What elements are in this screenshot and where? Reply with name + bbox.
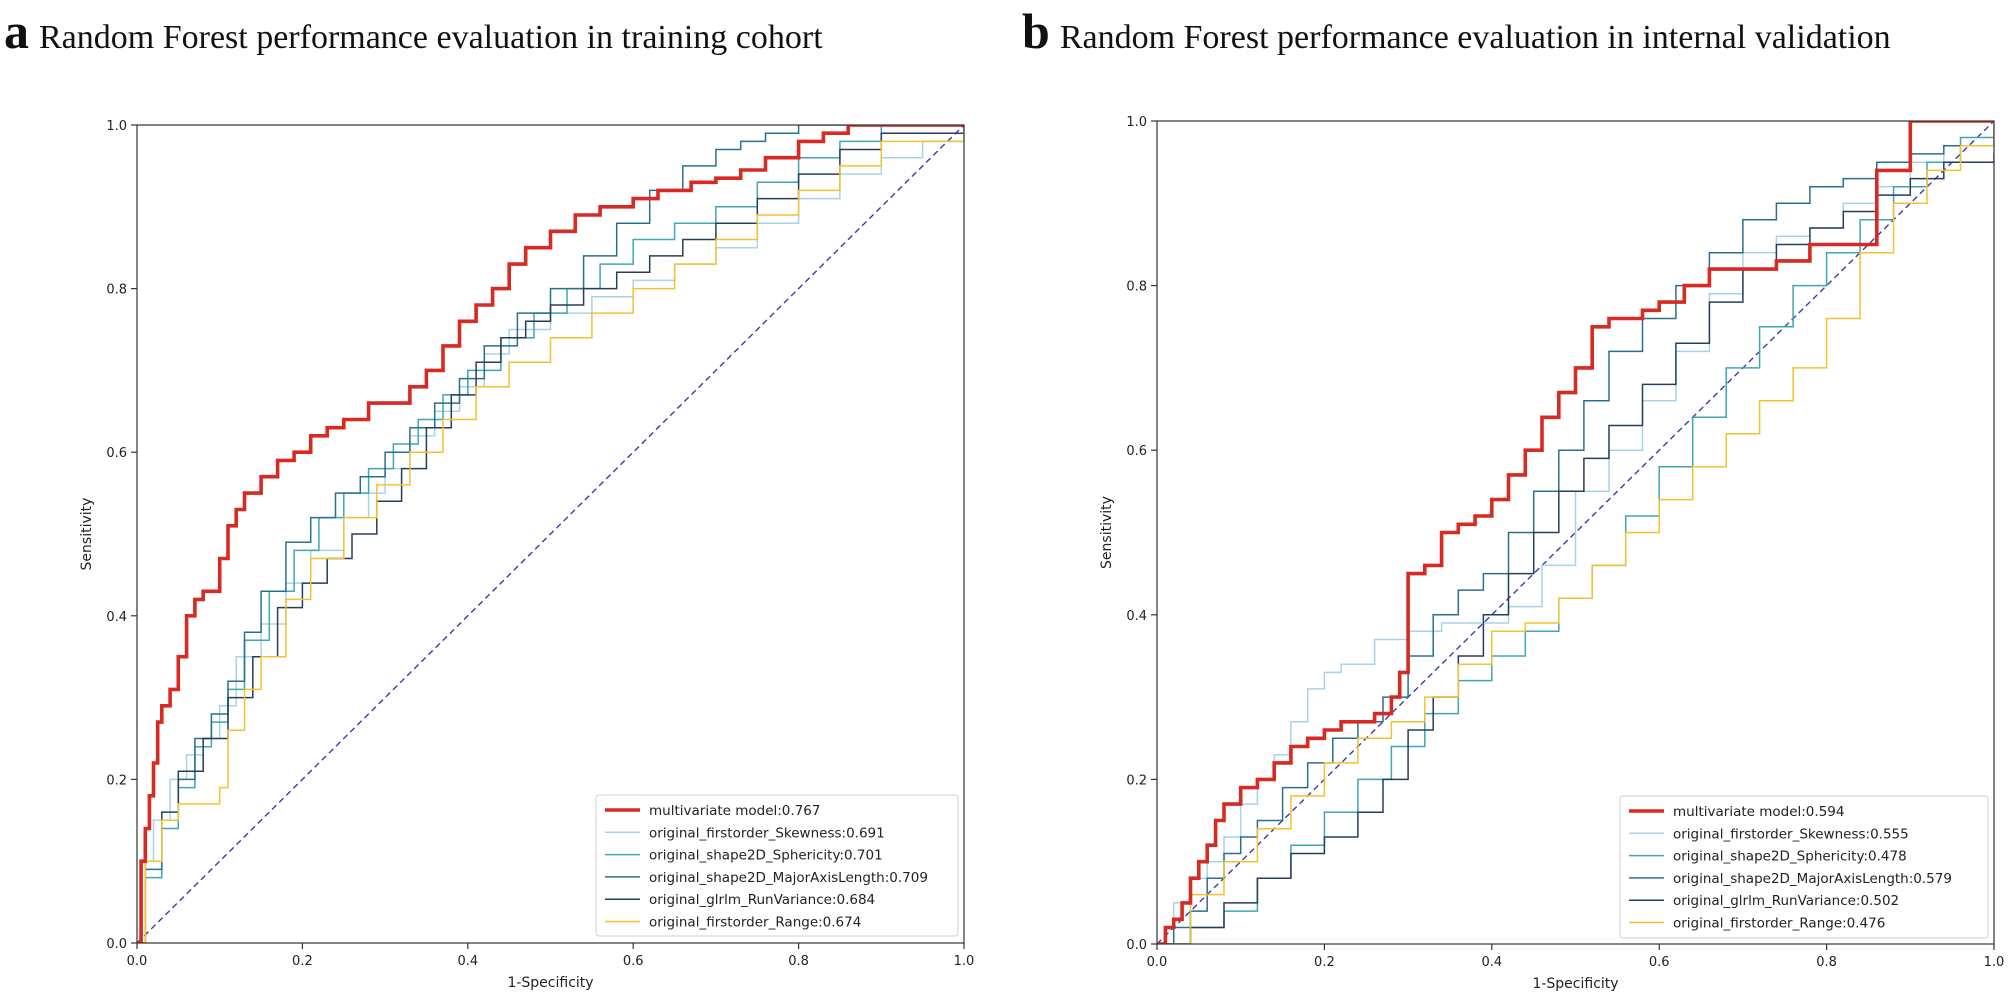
chart0-series-4 <box>137 125 964 943</box>
chart1-legend-label-3: original_shape2D_MajorAxisLength:0.579 <box>1673 871 1952 887</box>
chart0-y-tick-label-0: 0.0 <box>106 937 127 952</box>
chart0-legend-label-4: original_glrlm_RunVariance:0.684 <box>649 892 875 908</box>
panel-a-training-cohort: a Random Forest performance evaluation in… <box>0 0 1000 1000</box>
panel-b-title: Random Forest performance evaluation in … <box>1059 19 1891 56</box>
chart0-legend-label-1: original_firstorder_Skewness:0.691 <box>649 825 885 841</box>
chart1-series-4 <box>1157 153 1994 944</box>
chart1-x-tick-label-3: 0.6 <box>1649 955 1670 970</box>
chart1-y-tick-label-1: 0.2 <box>1126 773 1147 788</box>
chart1-y-tick-label-0: 0.0 <box>1126 938 1147 953</box>
chart1-x-tick-label-4: 0.8 <box>1816 955 1837 970</box>
chart0-y-tick-label-4: 0.8 <box>106 283 127 298</box>
chart0-chance-diagonal <box>137 125 964 943</box>
chart1-y-tick-label-2: 0.4 <box>1126 609 1147 624</box>
chart0-y-tick-label-1: 0.2 <box>106 773 127 788</box>
panel-b-internal-validation: b Random Forest performance evaluation in… <box>1010 0 2010 1000</box>
chart0-axes-frame <box>136 124 965 944</box>
panel-b-letter: b <box>1022 3 1050 59</box>
chart0-legend <box>595 794 959 937</box>
chart1-series-0 <box>1157 121 1994 944</box>
chart0-x-tick-label-5: 1.0 <box>954 954 975 969</box>
chart1-y-axis-label: Sensitivity <box>1099 496 1115 569</box>
chart0-x-tick-label-4: 0.8 <box>788 954 809 969</box>
chart1-axes-frame <box>1156 120 1995 945</box>
panel-a-title: Random Forest performance evaluation in … <box>39 19 823 56</box>
chart0-series-3 <box>137 125 964 943</box>
chart1-x-tick-label-0: 0.0 <box>1147 955 1168 970</box>
chart1-y-tick-label-5: 1.0 <box>1126 115 1147 130</box>
chart1-legend-label-5: original_firstorder_Range:0.476 <box>1673 916 1885 932</box>
chart1-x-axis-label: 1-Specificity <box>1532 976 1618 992</box>
chart0-legend-label-5: original_firstorder_Range:0.674 <box>649 915 861 931</box>
chart0-x-tick-label-2: 0.4 <box>457 954 478 969</box>
roc-chart-validation: 0.0 0.2 0.4 0.6 0.8 1.0 0.0 0.2 0.4 0.6 0.8 1.0 1-Sp… <box>1099 115 2005 992</box>
chart1-legend-label-1: original_firstorder_Skewness:0.555 <box>1673 826 1909 842</box>
chart0-x-tick-label-0: 0.0 <box>127 954 148 969</box>
chart0-x-axis-label: 1-Specificity <box>507 975 593 991</box>
chart1-series-5 <box>1157 121 1994 944</box>
chart1-x-tick-label-1: 0.2 <box>1314 955 1335 970</box>
chart0-y-tick-label-3: 0.6 <box>106 446 127 461</box>
panel-a-heading: a Random Forest performance evaluation in… <box>4 2 823 60</box>
chart1-legend-label-0: multivariate model:0.594 <box>1673 804 1844 820</box>
roc-chart-training: 0.0 0.2 0.4 0.6 0.8 1.0 0.0 0.2 0.4 0.6 0.8 1.0 1-Sp… <box>79 119 975 991</box>
chart0-series-2 <box>137 125 964 943</box>
chart0-x-tick-label-3: 0.6 <box>623 954 644 969</box>
panel-a-letter: a <box>4 3 29 59</box>
chart1-x-tick-label-2: 0.4 <box>1481 955 1502 970</box>
chart0-series-0 <box>137 125 964 943</box>
chart1-chance-diagonal <box>1157 121 1994 944</box>
chart0-legend-label-0: multivariate model:0.767 <box>649 803 820 819</box>
chart1-legend-label-2: original_shape2D_Sphericity:0.478 <box>1673 849 1907 865</box>
chart0-x-tick-label-1: 0.2 <box>292 954 313 969</box>
chart1-y-tick-label-3: 0.6 <box>1126 444 1147 459</box>
chart1-legend <box>1619 795 1989 939</box>
chart0-y-tick-label-2: 0.4 <box>106 610 127 625</box>
chart0-series-5 <box>137 125 964 943</box>
panel-b-heading: b Random Forest performance evaluation in… <box>1022 2 1891 60</box>
chart0-legend-label-3: original_shape2D_MajorAxisLength:0.709 <box>649 870 928 886</box>
chart1-x-tick-label-5: 1.0 <box>1984 955 2005 970</box>
chart1-y-tick-label-4: 0.8 <box>1126 280 1147 295</box>
chart0-y-axis-label: Sensitivity <box>79 498 95 571</box>
chart0-legend-label-2: original_shape2D_Sphericity:0.701 <box>649 848 883 864</box>
chart1-legend-label-4: original_glrlm_RunVariance:0.502 <box>1673 893 1899 909</box>
chart0-y-tick-label-5: 1.0 <box>106 119 127 134</box>
